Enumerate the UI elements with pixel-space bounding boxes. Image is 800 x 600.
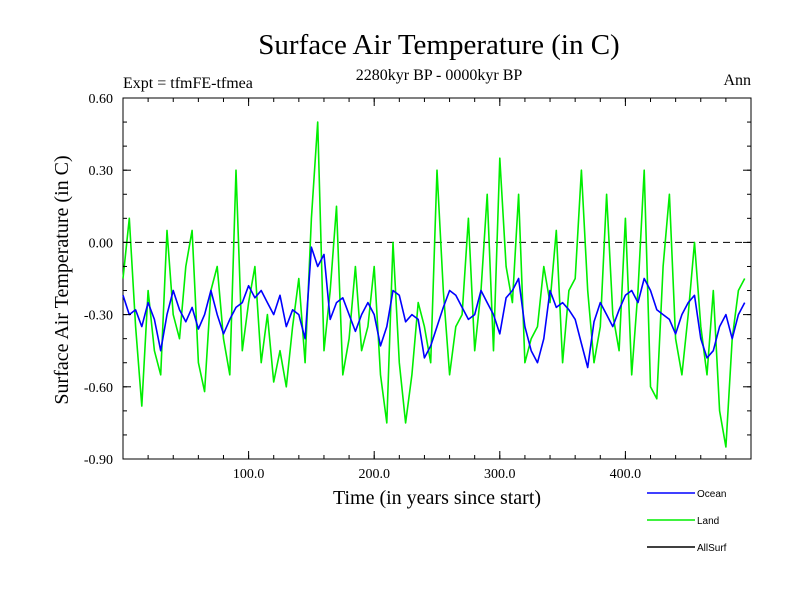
experiment-label: Expt = tfmFE-tfmea (123, 75, 253, 92)
legend: Ocean Land AllSurf (647, 489, 727, 554)
x-axis-label: Time (in years since start) (333, 487, 541, 509)
y-axis-label: Surface Air Temperature (in C) (51, 155, 73, 404)
legend-label-allsurf: AllSurf (697, 543, 727, 554)
series-line-ocean (122, 246, 746, 369)
series-line-land (122, 121, 746, 448)
series-layer (122, 121, 746, 448)
tick-layer: -0.90 -0.60 -0.30 0.00 0.30 0.60 100.0 200.0 300… (84, 92, 751, 482)
chart-title: Surface Air Temperature (in C) (258, 29, 619, 61)
x-tick-label: 200.0 (358, 467, 390, 482)
x-tick-label: 400.0 (610, 467, 642, 482)
y-tick-label: 0.30 (89, 164, 114, 179)
plot-frame-layer (122, 97, 752, 460)
y-tick-label: -0.30 (84, 309, 113, 324)
y-tick-label: 0.00 (89, 236, 114, 251)
y-tick-label: -0.90 (84, 453, 113, 468)
legend-label-land: Land (697, 516, 719, 527)
x-tick-label: 100.0 (233, 467, 265, 482)
plot-frame (122, 97, 752, 460)
x-tick-label: 300.0 (484, 467, 516, 482)
season-label: Ann (723, 72, 751, 89)
y-tick-label: 0.60 (89, 92, 114, 107)
chart-subtitle: 2280kyr BP - 0000kyr BP (356, 67, 523, 84)
legend-label-ocean: Ocean (697, 489, 726, 500)
y-tick-label: -0.60 (84, 381, 113, 396)
